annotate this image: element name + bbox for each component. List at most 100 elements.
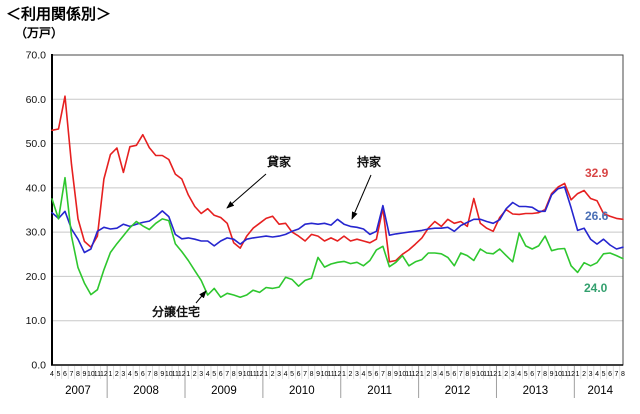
series-line-2 xyxy=(51,176,624,299)
month-tick-label: 2 xyxy=(193,371,197,378)
month-tick-label: 9 xyxy=(82,371,86,378)
month-tick-label: 4 xyxy=(595,371,599,378)
month-tick-label: 7 xyxy=(381,371,385,378)
year-label: 2011 xyxy=(367,385,392,397)
month-tick-label: 5 xyxy=(134,371,138,378)
y-axis-unit-label: （万戸） xyxy=(15,26,64,40)
series-label-kashiya: 貸家 xyxy=(267,155,292,169)
month-tick-label: 7 xyxy=(147,371,151,378)
month-tick-label: 12 xyxy=(411,371,419,378)
month-tick-label: 1 xyxy=(342,371,346,378)
month-tick-label: 2 xyxy=(582,371,586,378)
year-label: 2007 xyxy=(65,385,91,397)
month-tick-label: 2 xyxy=(349,371,353,378)
month-tick-label: 11 xyxy=(561,371,568,378)
month-tick-label: 1 xyxy=(264,371,268,378)
month-tick-label: 12 xyxy=(256,371,264,378)
month-tick-label: 7 xyxy=(537,371,541,378)
month-tick-label: 12 xyxy=(100,371,108,378)
month-tick-label: 10 xyxy=(87,371,95,378)
month-tick-label: 4 xyxy=(517,371,521,378)
month-tick-label: 12 xyxy=(489,371,497,378)
series-label-mochiie: 持家 xyxy=(357,155,382,169)
month-tick-label: 11 xyxy=(250,371,257,378)
month-tick-label: 1 xyxy=(186,371,190,378)
month-tick-label: 12 xyxy=(567,371,575,378)
month-tick-label: 1 xyxy=(498,371,502,378)
chart-title: ＜利用関係別＞ xyxy=(6,6,112,23)
month-tick-label: 6 xyxy=(141,371,145,378)
y-axis-tick-label: 60.0 xyxy=(26,94,47,106)
month-tick-label: 7 xyxy=(70,371,74,378)
month-tick-label: 2 xyxy=(271,371,275,378)
month-tick-label: 6 xyxy=(374,371,378,378)
month-tick-label: 1 xyxy=(108,371,112,378)
month-tick-label: 6 xyxy=(219,371,223,378)
month-tick-label: 9 xyxy=(472,371,476,378)
month-tick-label: 3 xyxy=(511,371,515,378)
y-axis-tick-label: 20.0 xyxy=(26,271,47,283)
month-tick-label: 8 xyxy=(387,371,391,378)
month-tick-label: 7 xyxy=(303,371,307,378)
year-label: 2012 xyxy=(445,385,471,397)
month-tick-label: 2 xyxy=(504,371,508,378)
month-tick-label: 2 xyxy=(115,371,119,378)
month-tick-label: 6 xyxy=(530,371,534,378)
kashiya-annotation-arrow xyxy=(226,173,267,209)
month-tick-label: 10 xyxy=(321,371,329,378)
month-tick-label: 12 xyxy=(178,371,186,378)
month-tick-label: 4 xyxy=(128,371,132,378)
month-tick-label: 12 xyxy=(334,371,342,378)
month-tick-label: 4 xyxy=(206,371,210,378)
month-tick-label: 7 xyxy=(459,371,463,378)
y-axis-tick-label: 70.0 xyxy=(26,50,47,62)
month-tick-label: 5 xyxy=(57,371,61,378)
month-tick-label: 9 xyxy=(316,371,320,378)
month-tick-label: 11 xyxy=(483,371,490,378)
mochiie-annotation-arrow xyxy=(351,174,372,220)
month-tick-label: 10 xyxy=(398,371,406,378)
month-tick-label: 10 xyxy=(243,371,251,378)
month-tick-label: 10 xyxy=(476,371,484,378)
month-tick-label: 10 xyxy=(165,371,173,378)
year-label: 2010 xyxy=(289,385,315,397)
month-tick-label: 8 xyxy=(465,371,469,378)
bunjou-annotation-arrow xyxy=(195,290,207,304)
month-tick-label: 9 xyxy=(550,371,554,378)
month-tick-label: 4 xyxy=(50,371,54,378)
month-tick-label: 10 xyxy=(554,371,562,378)
year-label: 2009 xyxy=(211,385,237,397)
month-tick-label: 4 xyxy=(284,371,288,378)
month-tick-label: 9 xyxy=(160,371,164,378)
month-tick-label: 3 xyxy=(277,371,281,378)
month-tick-label: 9 xyxy=(394,371,398,378)
month-tick-label: 6 xyxy=(452,371,456,378)
month-tick-label: 6 xyxy=(63,371,67,378)
y-axis-tick-label: 50.0 xyxy=(26,138,47,150)
month-tick-label: 4 xyxy=(362,371,366,378)
month-tick-label: 7 xyxy=(225,371,229,378)
month-tick-label: 9 xyxy=(238,371,242,378)
year-label: 2008 xyxy=(133,385,159,397)
month-tick-label: 8 xyxy=(621,371,625,378)
month-tick-label: 4 xyxy=(439,371,443,378)
series-end-value-kashiya: 32.9 xyxy=(585,166,609,180)
month-tick-label: 2 xyxy=(426,371,430,378)
y-axis-tick-label: 10.0 xyxy=(26,315,47,327)
y-axis-tick-label: 40.0 xyxy=(26,182,47,194)
month-tick-label: 5 xyxy=(446,371,450,378)
month-tick-label: 8 xyxy=(154,371,158,378)
month-tick-label: 7 xyxy=(615,371,619,378)
series-label-bunjou: 分譲住宅 xyxy=(152,305,201,319)
month-tick-label: 6 xyxy=(608,371,612,378)
month-tick-label: 3 xyxy=(433,371,437,378)
month-tick-label: 8 xyxy=(310,371,314,378)
series-line-0 xyxy=(51,95,624,263)
month-tick-label: 5 xyxy=(212,371,216,378)
series-end-value-bunjou: 24.0 xyxy=(584,281,608,295)
month-tick-label: 11 xyxy=(94,371,101,378)
month-tick-label: 5 xyxy=(290,371,294,378)
month-tick-label: 8 xyxy=(232,371,236,378)
